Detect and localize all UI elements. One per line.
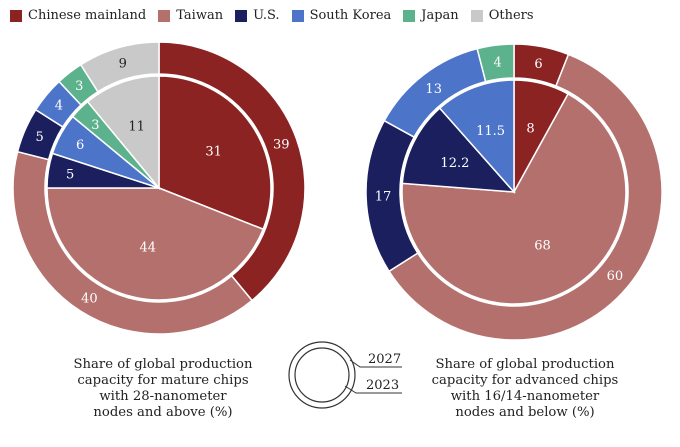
data-label-2027-korea: 4 — [55, 99, 63, 114]
legend-item-others: Others — [470, 8, 534, 23]
legend-swatch — [470, 9, 483, 22]
legend-label: Chinese mainland — [28, 8, 147, 23]
data-label-2027-china: 39 — [273, 137, 290, 152]
data-label-2023-korea: 11.5 — [476, 124, 505, 139]
legend-item-taiwan: Taiwan — [158, 8, 223, 23]
caption-line: capacity for mature chips — [77, 373, 249, 388]
ring-key-label-inner: 2023 — [366, 378, 399, 393]
ring-key-leader-inner — [344, 385, 402, 394]
data-label-2027-taiwan: 60 — [607, 269, 624, 284]
legend: Chinese mainland Taiwan U.S. South Korea Jap… — [10, 8, 546, 23]
caption-mature-chips: Share of global production capacity for … — [43, 357, 283, 421]
legend-item-korea: South Korea — [291, 8, 392, 23]
slice-2023-china — [158, 75, 272, 231]
data-label-2023-us: 5 — [66, 167, 74, 182]
data-label-2023-us: 12.2 — [440, 156, 469, 171]
legend-label: Japan — [421, 8, 459, 23]
data-label-2023-others: 11 — [128, 119, 145, 134]
data-label-2027-us: 17 — [375, 190, 392, 205]
legend-swatch — [291, 9, 304, 22]
data-label-2023-taiwan: 44 — [139, 240, 156, 255]
data-label-2023-korea: 6 — [76, 138, 84, 153]
ring-key-label-outer: 2027 — [368, 352, 401, 367]
caption-line: Share of global production — [73, 357, 253, 372]
slice-2023-taiwan — [46, 187, 265, 301]
data-label-2027-china: 6 — [534, 57, 542, 72]
legend-swatch — [403, 9, 416, 22]
caption-line: Share of global production — [435, 357, 615, 372]
data-label-2027-korea: 13 — [425, 82, 442, 97]
data-label-2027-others: 9 — [119, 57, 127, 72]
slice-2023-others — [86, 75, 160, 191]
ring-key-inner — [294, 347, 350, 403]
data-label-2023-japan: 3 — [91, 118, 99, 133]
data-label-2027-us: 5 — [36, 130, 44, 145]
caption-line: with 28-nanometer — [99, 389, 227, 404]
legend-label: Taiwan — [176, 8, 224, 23]
data-label-2023-china: 8 — [526, 122, 534, 137]
data-label-2027-japan: 4 — [493, 56, 501, 71]
caption-line: capacity for advanced chips — [431, 373, 619, 388]
legend-swatch — [158, 9, 171, 22]
data-label-2023-china: 31 — [205, 144, 222, 159]
ring-key-outer — [288, 341, 356, 409]
data-label-2023-taiwan: 68 — [534, 238, 551, 253]
caption-line: nodes and below (%) — [455, 405, 595, 420]
legend-swatch — [10, 9, 22, 22]
slice-2023-taiwan — [401, 92, 627, 305]
legend-label: U.S. — [253, 8, 280, 23]
caption-line: nodes and above (%) — [93, 405, 233, 420]
caption-line: with 16/14-nanometer — [450, 389, 600, 404]
ring-key-leader-outer — [349, 359, 402, 368]
caption-advanced-chips: Share of global production capacity for … — [405, 357, 645, 421]
legend-swatch — [235, 9, 248, 22]
slice-2023-korea — [438, 79, 515, 194]
legend-item-china: Chinese mainland — [10, 8, 146, 23]
data-label-2027-japan: 3 — [75, 79, 83, 94]
legend-item-japan: Japan — [403, 8, 459, 23]
data-label-2027-taiwan: 40 — [81, 291, 98, 306]
legend-item-us: U.S. — [235, 8, 280, 23]
legend-label: Others — [488, 8, 534, 23]
slice-2023-us — [401, 107, 516, 193]
legend-label: South Korea — [309, 8, 392, 23]
